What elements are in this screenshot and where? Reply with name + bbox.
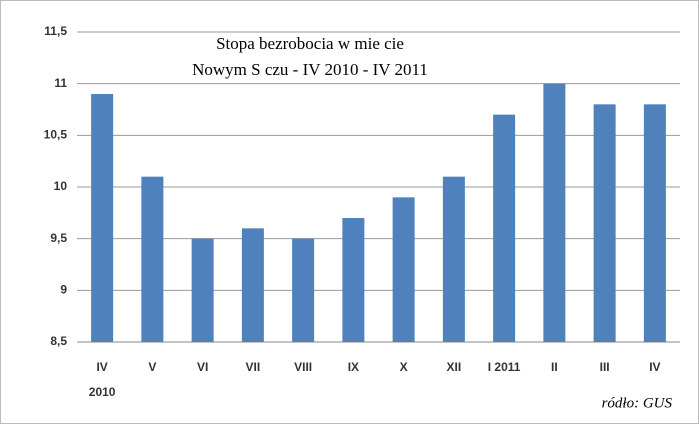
y-tick-label: 8,5 (50, 334, 67, 348)
x-tick-label: III (600, 360, 610, 374)
y-tick-label: 9,5 (50, 231, 67, 245)
x-tick-label: IV (649, 360, 660, 374)
x-tick-label: VIII (294, 360, 312, 374)
source-note: ródło: GUS (602, 395, 673, 411)
chart-title: Stopa bezrobocia w mie cie (216, 34, 404, 53)
x-tick-label: VII (246, 360, 261, 374)
bar (643, 104, 666, 342)
x-tick-label: I 2011 (488, 360, 521, 374)
y-tick-label: 10,5 (44, 128, 68, 142)
bar (493, 114, 516, 343)
x-tick-label: IV 2010 (89, 360, 116, 399)
bar (91, 94, 114, 342)
bar (191, 238, 214, 342)
bar (442, 176, 465, 342)
y-tick-label: 10 (54, 179, 68, 193)
x-tick-label: X (400, 360, 408, 374)
bar (543, 83, 566, 343)
x-tick-label: VI (197, 360, 208, 374)
y-tick-label: 11 (54, 76, 67, 90)
bar (141, 176, 164, 342)
x-tick-label: II (551, 360, 558, 374)
x-tick-label: V (148, 360, 156, 374)
x-tick-label: XII (447, 360, 462, 374)
y-tick-label: 9 (60, 283, 67, 297)
bar (241, 228, 264, 342)
bar (392, 197, 415, 342)
chart-title: Nowym S czu - IV 2010 - IV 2011 (192, 60, 428, 79)
bar (292, 238, 315, 342)
x-tick-label: IX (348, 360, 359, 374)
bar (593, 104, 616, 342)
y-tick-label: 11,5 (44, 24, 67, 38)
bar (342, 218, 365, 342)
